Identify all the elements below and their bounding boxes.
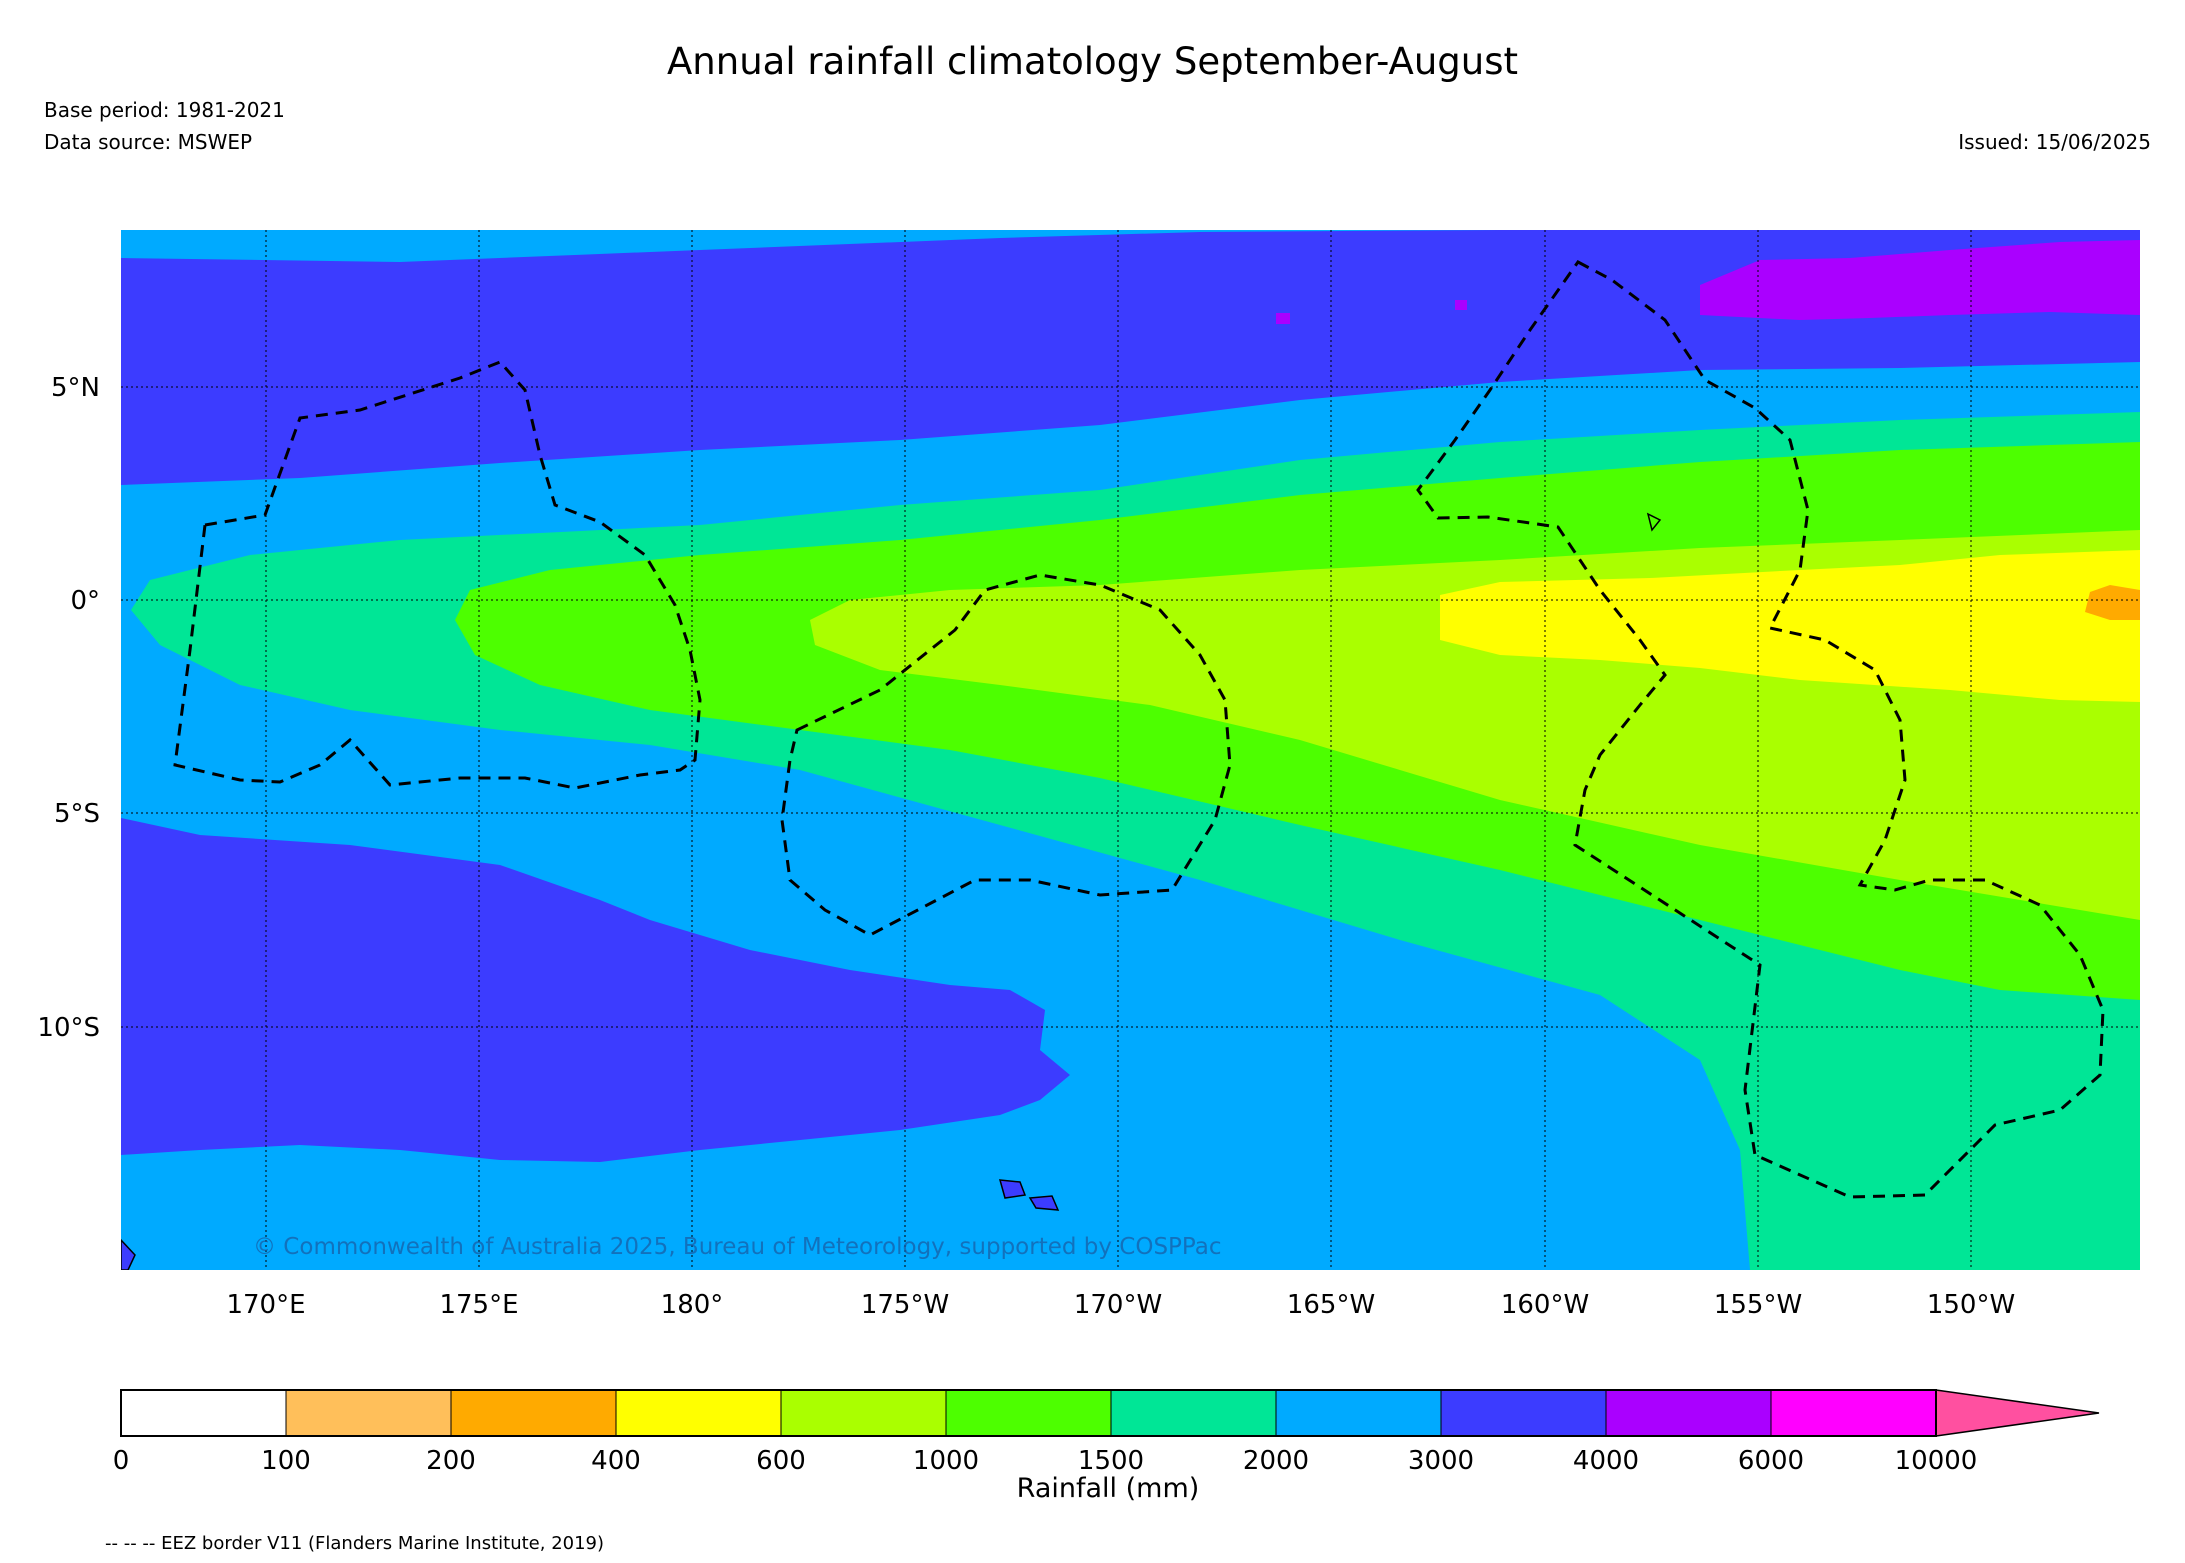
colorbar-title: Rainfall (mm) (1017, 1473, 1200, 1504)
colorbar-segment (1770, 1389, 1937, 1437)
eez-tuvalu-kiribati-west (173, 360, 702, 790)
colorbar-segment (615, 1389, 782, 1437)
colorbar-segment (1605, 1389, 1772, 1437)
colorbar-segment (1440, 1389, 1607, 1437)
base-period-label: Base period: 1981-2021 (44, 98, 285, 122)
colorbar-tick-label: 6000 (1738, 1446, 1804, 1476)
colorbar-segment (945, 1389, 1112, 1437)
patch-4000-6000-a (1276, 313, 1290, 324)
colorbar-tick-label: 100 (261, 1446, 311, 1476)
colorbar-tick-label: 2000 (1243, 1446, 1309, 1476)
island-c (121, 1238, 136, 1270)
colorbar-segment (120, 1389, 287, 1437)
patch-4000-6000-b (1455, 300, 1467, 310)
band-4000-6000-north (1700, 240, 2140, 320)
band-3000-4000-south (121, 818, 1070, 1162)
lon-label-175e: 175°E (439, 1290, 518, 1320)
colorbar-tick-label: 600 (756, 1446, 806, 1476)
colorbar-extend-arrow (1935, 1389, 2100, 1437)
colorbar-tick-label: 1000 (913, 1446, 979, 1476)
lon-label-170e: 170°E (226, 1290, 305, 1320)
map-title: Annual rainfall climatology September-Au… (667, 40, 1518, 83)
lon-label-165w: 165°W (1287, 1290, 1375, 1320)
lon-label-155w: 155°W (1714, 1290, 1802, 1320)
colorbar-tick-label: 1500 (1078, 1446, 1144, 1476)
lat-label-10s: 10°S (37, 1013, 100, 1043)
colorbar-tick-label: 400 (591, 1446, 641, 1476)
lat-label-5n: 5°N (51, 373, 100, 403)
eez-line-islands (1416, 260, 2105, 1199)
island-a (998, 1179, 1027, 1199)
lat-label-0: 0° (70, 586, 100, 616)
graticule (121, 230, 2140, 1270)
colorbar-tick-label: 4000 (1573, 1446, 1639, 1476)
colorbar-outline (120, 1389, 1937, 1437)
issued-date-label: Issued: 15/06/2025 (1958, 130, 2151, 154)
colorbar-tick-label: 200 (426, 1446, 476, 1476)
data-source-label: Data source: MSWEP (44, 130, 253, 154)
map-panel (121, 230, 2140, 1270)
eez-footnote: -- -- -- EEZ border V11 (Flanders Marine… (105, 1533, 605, 1554)
lat-label-5s: 5°S (54, 799, 100, 829)
colorbar: 0 100 200 400 600 1000 1500 2000 3000 4000 6000 100… (113, 1389, 2100, 1476)
band-400-600 (1440, 550, 2140, 702)
colorbar-segment (450, 1389, 617, 1437)
lon-label-170w: 170°W (1074, 1290, 1162, 1320)
lon-label-160w: 160°W (1501, 1290, 1589, 1320)
colorbar-segment (285, 1389, 452, 1437)
colorbar-tick-label: 0 (113, 1446, 130, 1476)
colorbar-segment (780, 1389, 947, 1437)
island-d (1646, 512, 1662, 532)
colorbar-segment (1275, 1389, 1442, 1437)
copyright-label: © Commonwealth of Australia 2025, Bureau… (253, 1234, 1222, 1260)
band-200-400 (2085, 585, 2140, 620)
colorbar-tick-label: 3000 (1408, 1446, 1474, 1476)
colorbar-segment (1110, 1389, 1277, 1437)
island-b (1028, 1195, 1060, 1211)
lon-label-150w: 150°W (1927, 1290, 2015, 1320)
lon-label-180: 180° (661, 1290, 724, 1320)
band-3000-4000-north (121, 230, 2140, 485)
colorbar-tick-label: 10000 (1895, 1446, 1978, 1476)
lon-label-175w: 175°W (861, 1290, 949, 1320)
eez-borders (173, 260, 2105, 1199)
